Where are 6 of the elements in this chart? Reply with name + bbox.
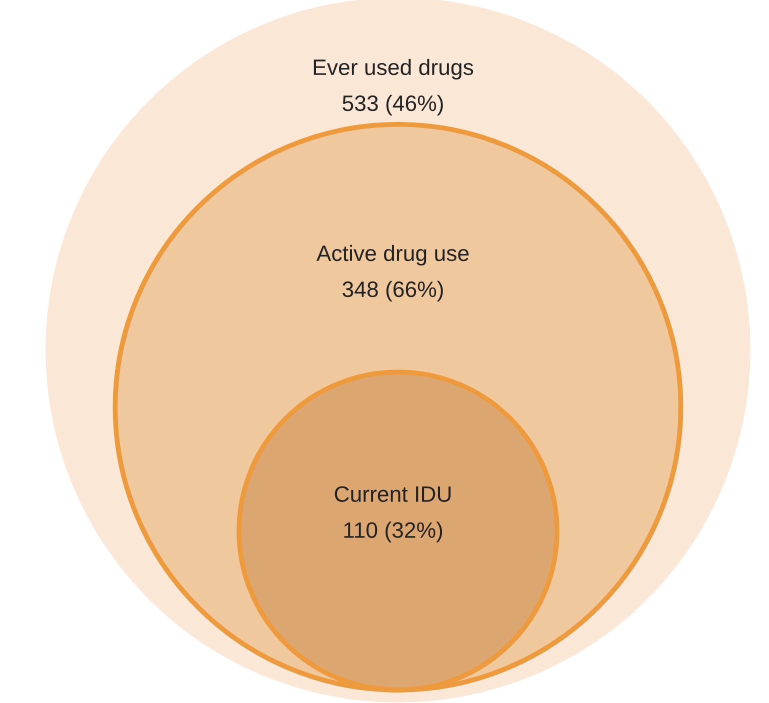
- category-label: Current IDU: [334, 486, 451, 502]
- data-label: 348 (66%): [342, 280, 443, 302]
- data-label: 533 (46%): [342, 94, 443, 116]
- category-label: Ever used drugs: [314, 58, 474, 80]
- data-label: 110 (32%): [344, 522, 442, 542]
- category-label: Active drug use: [316, 244, 469, 266]
